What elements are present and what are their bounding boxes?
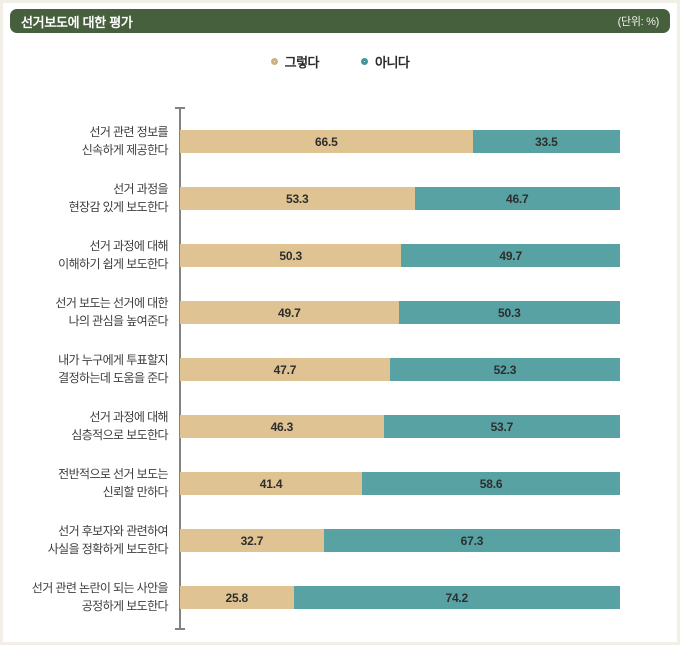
category-label: 선거 보도는 선거에 대한 나의 관심을 높여준다 xyxy=(55,296,168,328)
data-value-label: 53.7 xyxy=(490,419,514,434)
data-value-label: 74.2 xyxy=(445,590,469,605)
chart-legend: 그렇다 아니다 xyxy=(0,52,680,71)
category-label: 선거 과정에 대해 이해하기 쉽게 보도한다 xyxy=(58,239,168,271)
chart-row: 선거 관련 논란이 되는 사안을 공정하게 보도한다 25.8 74.2 xyxy=(0,581,680,613)
legend-item-no: 아니다 xyxy=(361,52,410,71)
data-value-label: 49.7 xyxy=(278,305,301,320)
bar-segment-no: 49.7 xyxy=(401,244,620,267)
data-value-label: 50.3 xyxy=(279,248,302,263)
legend-ring-icon xyxy=(361,58,368,65)
stacked-bar: 50.3 49.7 xyxy=(180,244,620,267)
bar-segment-no: 58.6 xyxy=(362,472,620,495)
bar-segment-no: 52.3 xyxy=(389,358,620,381)
chart-row: 선거 후보자와 관련하여 사실을 정확하게 보도한다 32.7 67.3 xyxy=(0,524,680,556)
data-value-label: 41.4 xyxy=(259,476,283,491)
chart-row: 내가 누구에게 투표할지 결정하는데 도움을 준다 47.7 52.3 xyxy=(0,353,680,385)
bar-segment-yes: 47.7 xyxy=(180,358,390,381)
category-label: 선거 과정에 대해 심층적으로 보도한다 xyxy=(71,410,168,442)
data-value-label: 50.3 xyxy=(498,305,521,320)
chart-row: 선거 과정에 대해 심층적으로 보도한다 46.3 53.7 xyxy=(0,410,680,442)
unit-label: (단위: %) xyxy=(617,16,660,28)
stacked-bar: 47.7 52.3 xyxy=(180,358,620,381)
category-label: 선거 관련 정보를 신속하게 제공한다 xyxy=(81,125,169,157)
data-value-label: 53.3 xyxy=(285,191,309,206)
bar-segment-no: 53.7 xyxy=(383,415,620,438)
chart-row: 선거 관련 정보를 신속하게 제공한다 66.5 33.5 xyxy=(0,125,680,157)
bar-segment-no: 50.3 xyxy=(398,301,620,324)
stacked-bar: 66.5 33.5 xyxy=(180,130,620,153)
data-value-label: 46.3 xyxy=(270,419,294,434)
chart-rows: 선거 관련 정보를 신속하게 제공한다 66.5 33.5 선거 과정을 현장감 있게… xyxy=(0,125,680,643)
data-value-label: 58.6 xyxy=(479,476,503,491)
data-value-label: 66.5 xyxy=(315,134,338,149)
chart-header-bar: 선거보도에 대한 평가 (단위: %) xyxy=(10,9,670,33)
data-value-label: 52.3 xyxy=(493,362,517,377)
page-title: 선거보도에 대한 평가 xyxy=(21,14,133,30)
category-label: 선거 과정을 현장감 있게 보도한다 xyxy=(68,182,169,214)
legend-label: 그렇다 xyxy=(284,55,320,70)
data-value-label: 25.8 xyxy=(225,590,249,605)
bar-segment-no: 74.2 xyxy=(293,586,620,609)
legend-label: 아니다 xyxy=(375,55,410,70)
data-value-label: 47.7 xyxy=(273,362,297,377)
data-value-label: 67.3 xyxy=(460,533,484,548)
bar-segment-no: 46.7 xyxy=(414,187,620,210)
bar-segment-yes: 66.5 xyxy=(180,130,473,153)
legend-item-yes: 그렇다 xyxy=(270,52,320,71)
bar-segment-no: 33.5 xyxy=(472,130,620,153)
bar-segment-no: 67.3 xyxy=(323,529,620,552)
stacked-bar: 53.3 46.7 xyxy=(180,187,620,210)
bar-segment-yes: 32.7 xyxy=(180,529,324,552)
bar-segment-yes: 46.3 xyxy=(180,415,384,438)
bar-segment-yes: 41.4 xyxy=(180,472,363,495)
stacked-bar: 25.8 74.2 xyxy=(180,586,620,609)
chart-row: 전반적으로 선거 보도는 신뢰할 만하다 41.4 58.6 xyxy=(0,467,680,499)
chart-row: 선거 과정에 대해 이해하기 쉽게 보도한다 50.3 49.7 xyxy=(0,239,680,271)
stacked-bar: 32.7 67.3 xyxy=(180,529,620,552)
stacked-bar: 46.3 53.7 xyxy=(180,415,620,438)
legend-ring-icon xyxy=(270,58,278,65)
data-value-label: 46.7 xyxy=(505,191,529,206)
category-label: 선거 관련 논란이 되는 사안을 공정하게 보도한다 xyxy=(31,581,169,613)
category-label: 전반적으로 선거 보도는 신뢰할 만하다 xyxy=(58,467,168,499)
bar-segment-yes: 25.8 xyxy=(180,586,294,609)
data-value-label: 49.7 xyxy=(499,248,522,263)
data-value-label: 33.5 xyxy=(535,134,558,149)
chart-row: 선거 보도는 선거에 대한 나의 관심을 높여준다 49.7 50.3 xyxy=(0,296,680,328)
bar-segment-yes: 50.3 xyxy=(180,244,402,267)
bar-segment-yes: 49.7 xyxy=(180,301,399,324)
stacked-bar: 41.4 58.6 xyxy=(180,472,620,495)
chart-row: 선거 과정을 현장감 있게 보도한다 53.3 46.7 xyxy=(0,182,680,214)
data-value-label: 32.7 xyxy=(240,533,264,548)
bar-segment-yes: 53.3 xyxy=(180,187,415,210)
category-label: 선거 후보자와 관련하여 사실을 정확하게 보도한다 xyxy=(47,524,169,556)
category-label: 내가 누구에게 투표할지 결정하는데 도움을 준다 xyxy=(58,353,168,385)
stacked-bar: 49.7 50.3 xyxy=(180,301,620,324)
chart-area: 선거 관련 정보를 신속하게 제공한다 66.5 33.5 선거 과정을 현장감 있게… xyxy=(0,100,680,645)
